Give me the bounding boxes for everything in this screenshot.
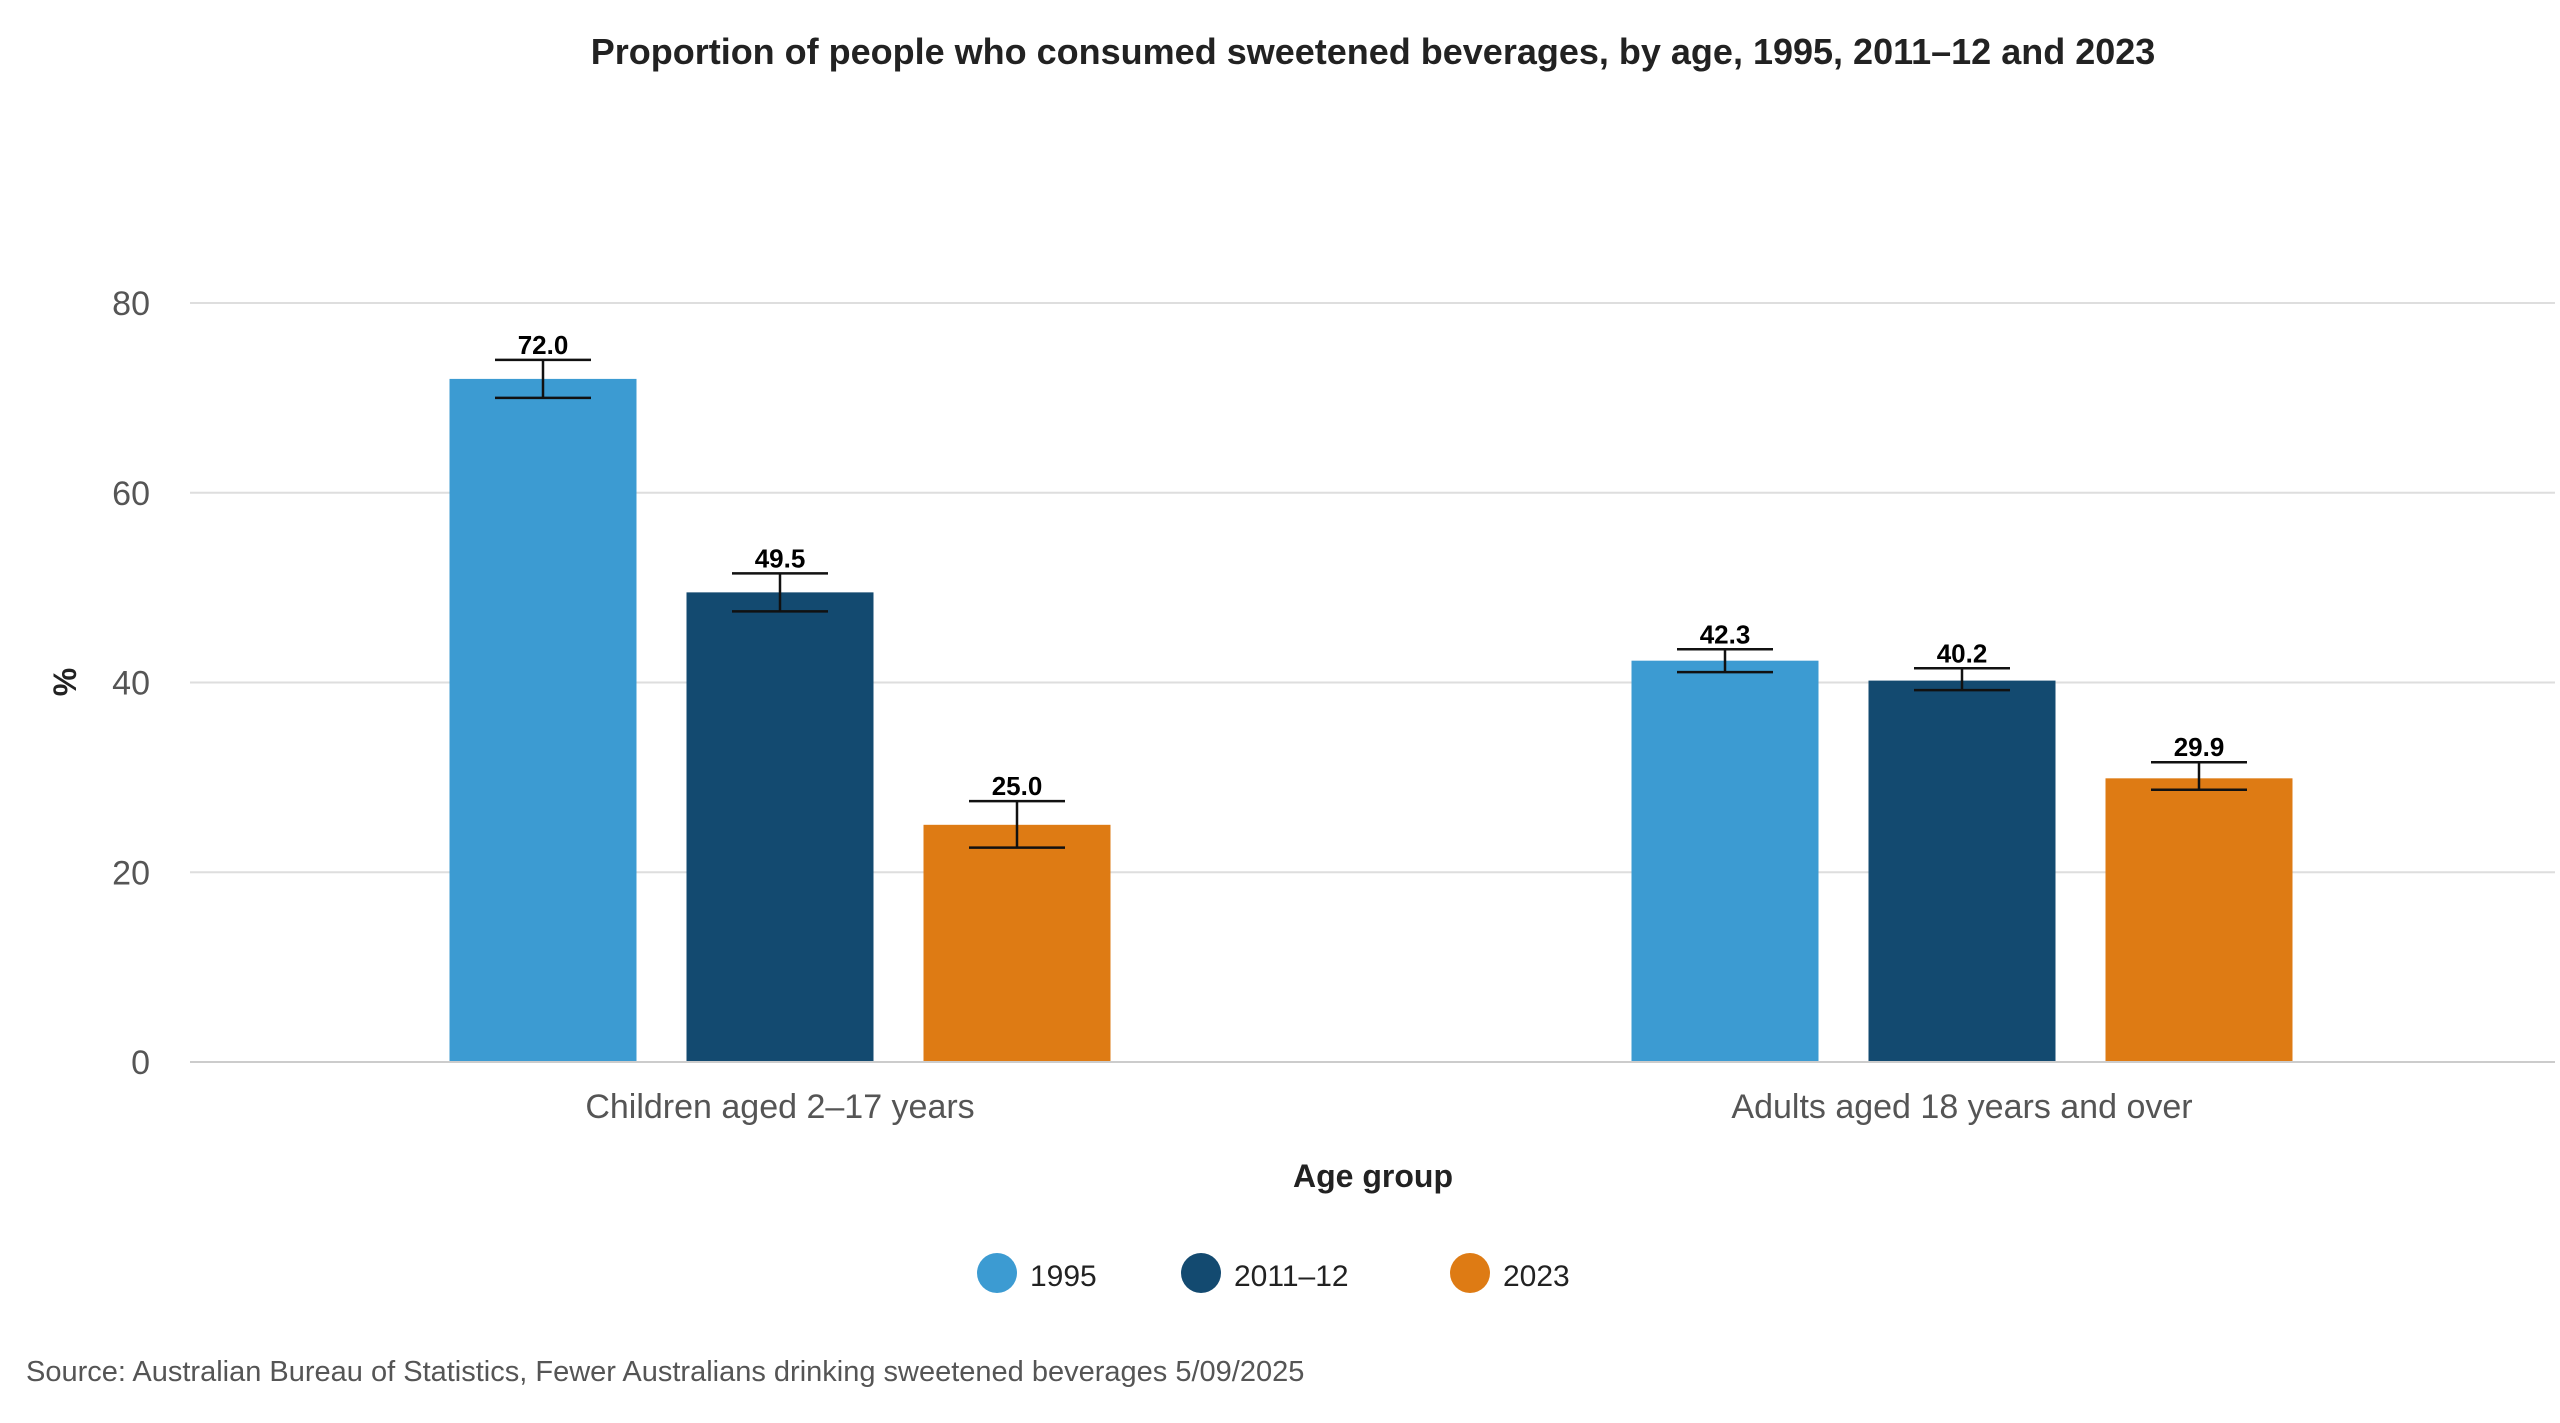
error-bar	[969, 799, 1065, 849]
legend-swatch	[1450, 1253, 1490, 1293]
bars	[449, 378, 2293, 1062]
legend-label: 1995	[1030, 1260, 1097, 1293]
bar-2023-1	[2105, 778, 2293, 1062]
y-tick-label: 80	[112, 285, 150, 323]
legend-item-1995[interactable]: 1995	[977, 1253, 1097, 1293]
error-bar	[1677, 648, 1773, 674]
error-bar	[2151, 760, 2247, 791]
error-bar	[732, 572, 828, 613]
x-axis-label: Age group	[1293, 1158, 1453, 1194]
legend-item-2023[interactable]: 2023	[1450, 1253, 1570, 1293]
error-bar	[1914, 667, 2010, 692]
source-note: Source: Australian Bureau of Statistics,…	[26, 1356, 1304, 1388]
data-label: 49.5	[755, 543, 806, 573]
bar-2023-0	[923, 824, 1111, 1062]
bar-1995-1	[1631, 660, 1819, 1062]
legend-swatch	[1181, 1253, 1221, 1293]
bar-2011–12-0	[686, 592, 874, 1062]
bar-2011–12-1	[1868, 680, 2056, 1062]
y-axis-ticks: 0 20 40 60 80	[112, 285, 150, 1082]
legend[interactable]: 1995 2011–12 2023	[977, 1253, 1570, 1293]
y-axis-label: %	[47, 668, 83, 696]
y-tick-label: 40	[112, 665, 150, 703]
data-label: 25.0	[992, 771, 1043, 801]
legend-label: 2023	[1503, 1260, 1570, 1293]
error-bars	[495, 358, 2247, 849]
legend-swatch	[977, 1253, 1017, 1293]
data-label: 72.0	[518, 330, 569, 360]
data-label: 40.2	[1937, 638, 1988, 668]
x-category-label: Children aged 2–17 years	[585, 1088, 974, 1126]
error-bar	[495, 358, 591, 400]
y-tick-label: 20	[112, 854, 150, 892]
y-tick-label: 60	[112, 475, 150, 513]
x-category-label: Adults aged 18 years and over	[1731, 1088, 2192, 1126]
legend-label: 2011–12	[1234, 1260, 1349, 1293]
data-label: 42.3	[1700, 619, 1751, 649]
y-tick-label: 0	[131, 1044, 150, 1082]
bar-1995-0	[449, 378, 637, 1062]
data-label: 29.9	[2174, 732, 2225, 762]
chart-title: Proportion of people who consumed sweete…	[591, 31, 2156, 72]
legend-item-2011–12[interactable]: 2011–12	[1181, 1253, 1349, 1293]
x-axis-categories: Children aged 2–17 years Adults aged 18 y…	[585, 1088, 2192, 1126]
data-labels: 72.0 42.3 49.5 40.2 25.0 29.9	[518, 330, 2225, 801]
